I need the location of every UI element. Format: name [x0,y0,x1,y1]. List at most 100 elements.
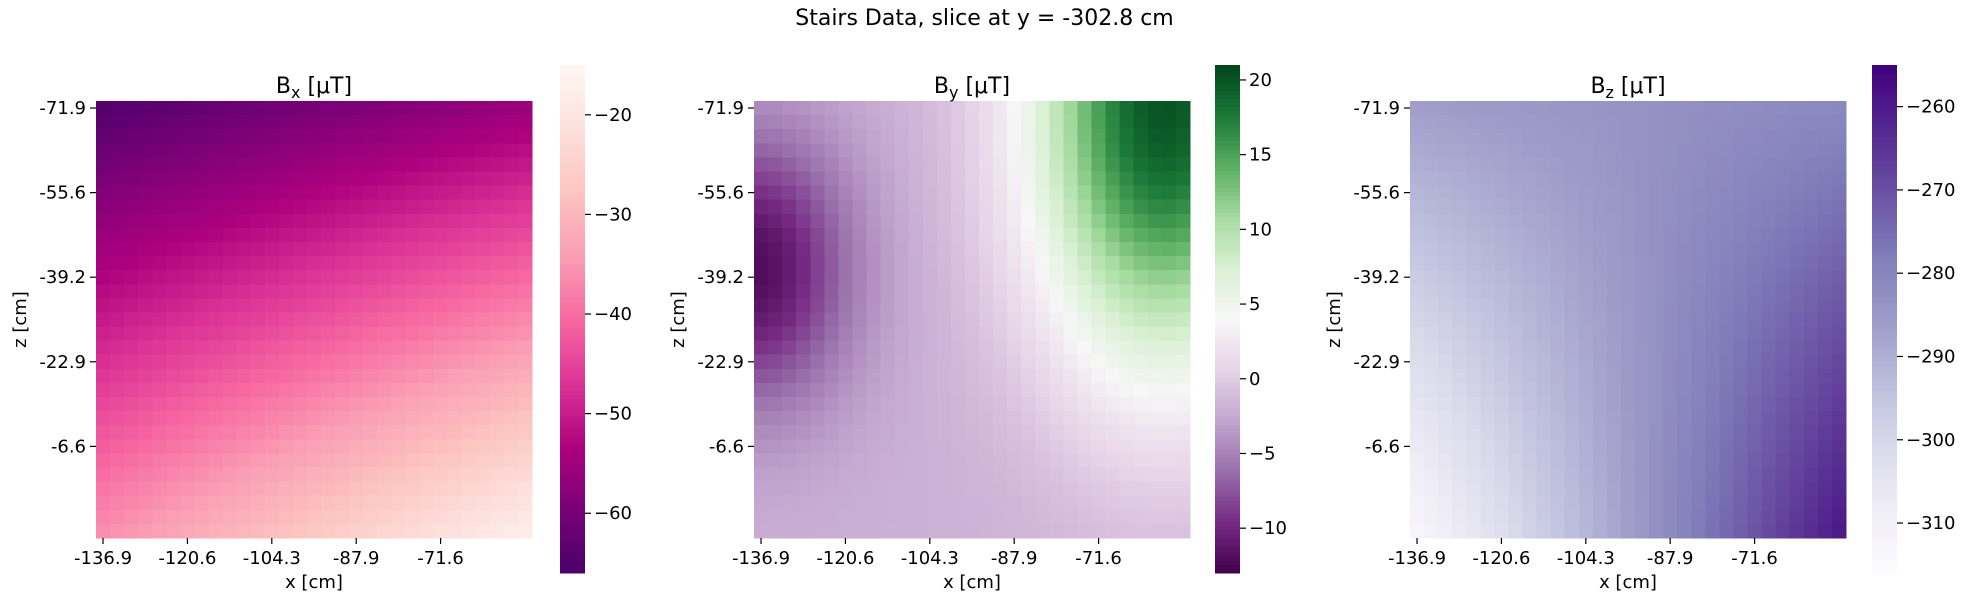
heatmap-cell [1606,115,1622,130]
heatmap-cell [1733,143,1749,158]
heatmap-cell [461,368,477,384]
heatmap-cell [1175,354,1191,370]
heatmap-cell [517,411,533,426]
heatmap-cell [222,411,238,426]
heatmap-cell [391,326,407,342]
heatmap-cell [1035,284,1050,299]
heatmap-cell [1606,523,1622,539]
heatmap-cell [1424,509,1439,525]
heatmap-cell [754,453,769,469]
heatmap-cell [1410,509,1425,525]
heatmap-cell [1035,397,1050,412]
colorbar-segment [1215,568,1240,574]
heatmap-cell [1438,199,1453,215]
colorbar-tick-label: −290 [1906,346,1955,367]
heatmap-cell [264,171,280,187]
heatmap-cell [1105,509,1121,525]
heatmap-cell [1007,439,1022,455]
heatmap-cell [1007,241,1022,257]
heatmap-cell [908,101,924,116]
colorbar-segment [560,268,585,274]
heatmap-cell [1007,101,1022,116]
heatmap-cell [1161,439,1177,455]
heatmap-cell [447,270,463,285]
heatmap-cell [838,425,854,440]
heatmap-cell [489,340,505,356]
heatmap-cell [447,397,463,412]
heatmap-cell [950,143,966,158]
heatmap-cell [1522,227,1538,243]
heatmap-cell [405,439,421,455]
heatmap-cell [349,157,364,173]
heatmap-cell [1077,312,1093,328]
heatmap-cell [391,523,407,539]
heatmap-cell [419,171,435,187]
heatmap-cell [475,298,491,314]
heatmap-cell [1175,481,1191,497]
heatmap-cell [1049,509,1065,525]
heatmap-cell [292,115,308,130]
heatmap-cell [1049,340,1065,356]
heatmap-cell [1550,425,1566,440]
colorbar-segment [1215,403,1240,409]
heatmap-cell [824,270,839,285]
heatmap-cell [1021,425,1036,440]
heatmap-cell [278,495,294,511]
heatmap-cell [1522,256,1538,271]
heatmap-cell [1466,312,1481,328]
heatmap-cell [264,115,280,130]
colorbar-segment [1872,208,1897,214]
heatmap-cell [222,509,238,525]
heatmap-cell [993,157,1008,173]
heatmap-cell [489,397,505,412]
heatmap-cell [166,171,181,187]
heatmap-cell [1105,368,1121,384]
heatmap-cell [1578,270,1594,285]
heatmap-cell [950,185,966,201]
heatmap-cell [349,340,364,356]
heatmap-cell [321,256,336,271]
heatmap-cell [768,256,783,271]
heatmap-cell [922,439,938,455]
heatmap-cell [950,439,966,455]
colorbar-segment [560,530,585,536]
heatmap-cell [419,199,435,215]
heatmap-cell [1677,397,1692,412]
heatmap-cell [1803,199,1819,215]
heatmap-cell [1105,241,1121,257]
heatmap-cell [1175,227,1191,243]
heatmap-cell [321,270,336,285]
heatmap-cell [1691,157,1706,173]
heatmap-cell [1466,509,1481,525]
heatmap-cell [824,227,839,243]
heatmap-cell [377,453,392,469]
heatmap-cell [405,270,421,285]
heatmap-cell [1691,411,1706,426]
heatmap-cell [1550,382,1566,398]
heatmap-cell [306,256,322,271]
heatmap-cell [866,199,882,215]
heatmap-cell [1175,368,1191,384]
heatmap-cell [1161,298,1177,314]
heatmap-cell [194,326,210,342]
heatmap-cell [1592,340,1608,356]
heatmap-cell [419,284,435,299]
heatmap-cell [1508,256,1524,271]
heatmap-cell [1677,101,1692,116]
colorbar-segment [1872,111,1897,117]
heatmap-cell [1635,171,1650,187]
heatmap-cell [96,326,111,342]
heatmap-cell [1677,298,1692,314]
heatmap-cell [250,129,266,144]
heatmap-cell [754,509,769,525]
heatmap-cell [1049,185,1065,201]
heatmap-cell [349,241,364,257]
heatmap-cell [852,312,868,328]
heatmap-cell [1091,298,1107,314]
heatmap-cell [1147,326,1163,342]
heatmap-cell [1133,523,1149,539]
colorbar-segment [560,378,585,384]
heatmap-cell [1077,397,1093,412]
heatmap-cell [782,439,797,455]
heatmap-cell [950,481,966,497]
